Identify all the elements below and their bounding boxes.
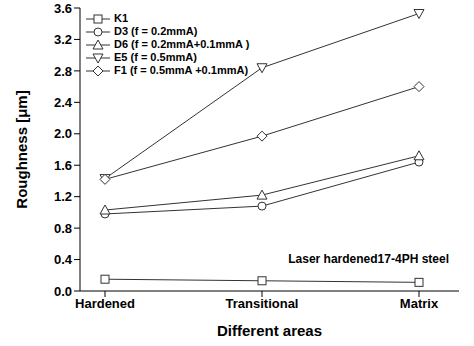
svg-text:3.6: 3.6 — [54, 1, 72, 16]
html-text:F1 (f = 0.5mmA +0.1mmA): F1 (f = 0.5mmA +0.1mmA) — [114, 64, 249, 76]
svg-text:Hardened: Hardened — [75, 296, 135, 311]
svg-text:2.4: 2.4 — [54, 95, 73, 110]
svg-text:Matrix: Matrix — [400, 296, 439, 311]
html-text:D3 (f = 0.2mmA): D3 (f = 0.2mmA) — [114, 25, 198, 37]
svg-text:Transitional: Transitional — [226, 296, 299, 311]
svg-text:0.4: 0.4 — [54, 252, 73, 267]
svg-text:Different areas: Different areas — [217, 322, 322, 339]
svg-text:1.2: 1.2 — [54, 189, 72, 204]
svg-text:0.8: 0.8 — [54, 221, 72, 236]
html-text:D6 (f = 0.2mmA+0.1mmA ): D6 (f = 0.2mmA+0.1mmA ) — [114, 38, 250, 50]
svg-text:3.2: 3.2 — [54, 32, 72, 47]
html-text:K1: K1 — [114, 12, 129, 24]
svg-text:Roughness [μm]: Roughness [μm] — [13, 90, 30, 208]
svg-text:2.0: 2.0 — [54, 126, 72, 141]
html-text:Laser hardened17-4PH steel: Laser hardened17-4PH steel — [288, 252, 449, 266]
svg-text:2.8: 2.8 — [54, 64, 72, 79]
svg-text:1.6: 1.6 — [54, 158, 72, 173]
html-text:E5 (f = 0.5mmA): E5 (f = 0.5mmA) — [114, 51, 197, 63]
svg-text:0.0: 0.0 — [54, 284, 72, 299]
